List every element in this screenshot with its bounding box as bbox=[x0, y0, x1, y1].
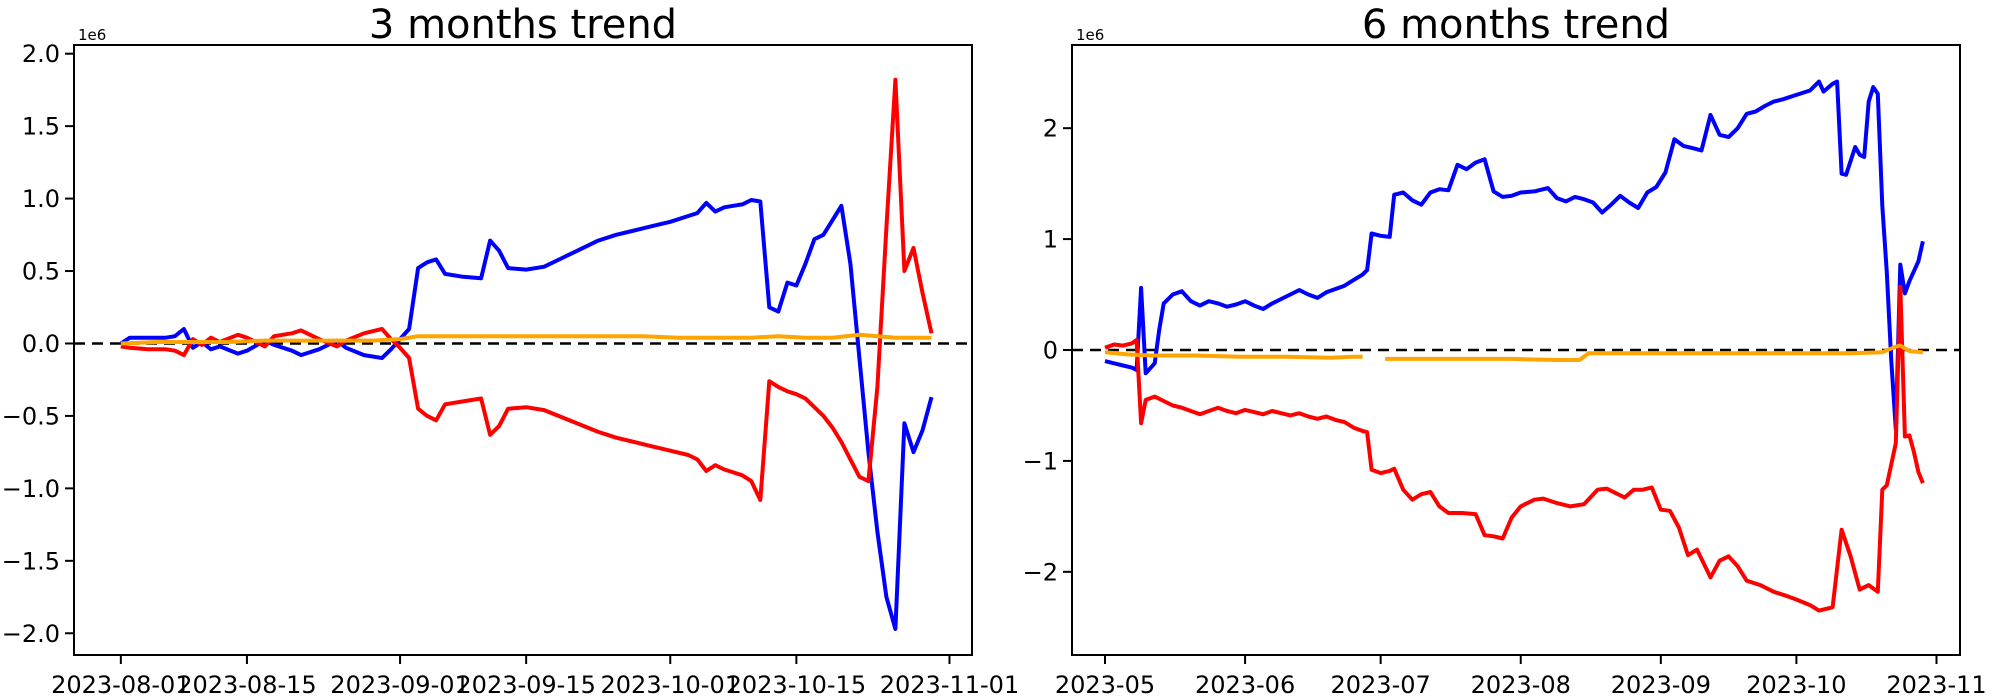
series-group bbox=[1104, 79, 1925, 613]
series-line-blue bbox=[119, 198, 934, 631]
y-tick-label: −1 bbox=[1023, 447, 1058, 475]
x-tick-label: 2023-10 bbox=[1746, 671, 1846, 699]
x-tick-label: 2023-07 bbox=[1331, 671, 1431, 699]
x-tick-label: 2023-06 bbox=[1195, 671, 1295, 699]
series-line-red bbox=[120, 77, 934, 502]
y-tick-label: 0.0 bbox=[22, 330, 60, 358]
series-group bbox=[119, 77, 934, 631]
y-tick-label: 1 bbox=[1043, 226, 1058, 254]
y-tick-label: 0 bbox=[1043, 337, 1058, 365]
x-tick-label: 2023-11-01 bbox=[880, 671, 1019, 699]
y-tick-label: 2 bbox=[1043, 115, 1058, 143]
series-line-red bbox=[1104, 284, 1925, 613]
x-tick-label: 2023-10-15 bbox=[727, 671, 866, 699]
x-tick-label: 2023-08-01 bbox=[51, 671, 190, 699]
series-line-orange bbox=[1104, 343, 1924, 362]
x-tick-label: 2023-11 bbox=[1886, 671, 1986, 699]
y-axis-offset-label-left: 1e6 bbox=[78, 26, 106, 44]
x-tick-label: 2023-10-01 bbox=[601, 671, 740, 699]
x-tick-label: 2023-08 bbox=[1471, 671, 1571, 699]
series-line-blue bbox=[1104, 79, 1925, 431]
y-tick-label: −1.0 bbox=[2, 475, 60, 503]
y-tick-label: 0.5 bbox=[22, 258, 60, 286]
y-tick-label: −2.0 bbox=[2, 620, 60, 648]
y-tick-label: −2 bbox=[1023, 558, 1058, 586]
y-tick-label: −1.5 bbox=[2, 547, 60, 575]
chart-title-6-months: 6 months trend bbox=[1362, 2, 1670, 48]
y-tick-label: 1.0 bbox=[22, 185, 60, 213]
x-tick-label: 2023-09 bbox=[1611, 671, 1711, 699]
x-tick-label: 2023-09-01 bbox=[330, 671, 469, 699]
y-axis-offset-label-right: 1e6 bbox=[1076, 26, 1104, 44]
chart-6-months: 2023-05 2023-06 2023-07 2023-08 2023-09 2023-… bbox=[1023, 44, 1987, 699]
chart-title-3-months: 3 months trend bbox=[369, 2, 677, 48]
x-tick-label: 2023-09-15 bbox=[456, 671, 595, 699]
y-tick-label: 2.0 bbox=[22, 40, 60, 68]
x-tick-label: 2023-05 bbox=[1055, 671, 1155, 699]
y-tick-label: 1.5 bbox=[22, 113, 60, 141]
y-tick-label: −0.5 bbox=[2, 402, 60, 430]
plot-border bbox=[73, 44, 973, 656]
x-tick-label: 2023-08-15 bbox=[177, 671, 316, 699]
series-line-orange bbox=[120, 332, 932, 346]
